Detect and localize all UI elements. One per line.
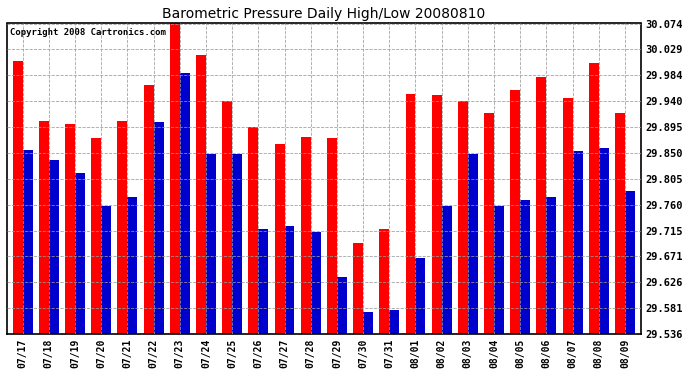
Bar — [170, 24, 180, 334]
Bar — [12, 61, 23, 334]
Bar — [91, 138, 101, 334]
Bar — [599, 148, 609, 334]
Bar — [415, 258, 426, 334]
Bar — [101, 206, 111, 334]
Bar — [432, 95, 442, 334]
Bar — [284, 226, 295, 334]
Bar — [494, 206, 504, 334]
Bar — [117, 121, 128, 334]
Bar — [589, 63, 599, 334]
Bar — [562, 98, 573, 334]
Bar — [380, 229, 389, 334]
Bar — [206, 154, 216, 334]
Bar — [458, 101, 468, 334]
Bar — [49, 160, 59, 334]
Bar — [196, 55, 206, 334]
Bar — [301, 136, 310, 334]
Title: Barometric Pressure Daily High/Low 20080810: Barometric Pressure Daily High/Low 20080… — [162, 7, 486, 21]
Bar — [615, 114, 625, 334]
Bar — [406, 94, 415, 334]
Bar — [625, 191, 635, 334]
Bar — [337, 277, 347, 334]
Bar — [23, 150, 32, 334]
Bar — [65, 124, 75, 334]
Bar — [222, 101, 232, 334]
Bar — [258, 229, 268, 334]
Bar — [511, 90, 520, 334]
Bar — [275, 144, 284, 334]
Bar — [75, 173, 85, 334]
Bar — [310, 232, 321, 334]
Bar — [154, 122, 164, 334]
Text: Copyright 2008 Cartronics.com: Copyright 2008 Cartronics.com — [10, 28, 166, 37]
Bar — [144, 85, 154, 334]
Bar — [573, 151, 582, 334]
Bar — [484, 114, 494, 334]
Bar — [536, 76, 546, 334]
Bar — [520, 200, 530, 334]
Bar — [468, 154, 477, 334]
Bar — [546, 197, 556, 334]
Bar — [232, 154, 242, 334]
Bar — [363, 312, 373, 334]
Bar — [128, 197, 137, 334]
Bar — [327, 138, 337, 334]
Bar — [442, 206, 452, 334]
Bar — [248, 127, 258, 334]
Bar — [39, 121, 49, 334]
Bar — [353, 243, 363, 334]
Bar — [180, 73, 190, 334]
Bar — [389, 310, 400, 334]
